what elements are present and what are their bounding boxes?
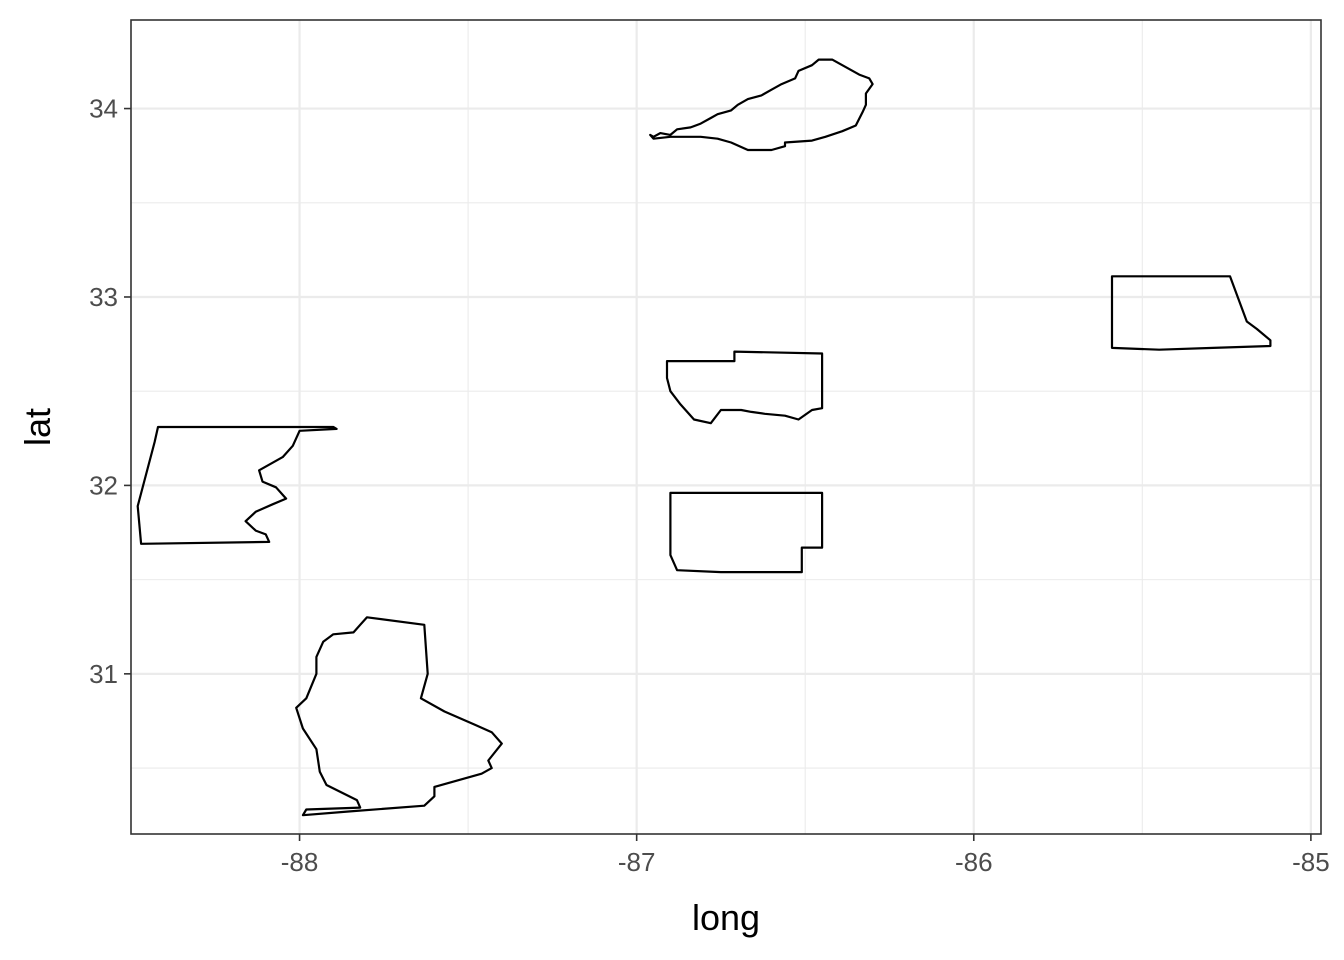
county-polygon-east-county [1110,275,1272,351]
minor-grid-lines [130,20,1321,834]
x-tick-label: -88 [281,847,319,877]
axis-ticks [124,107,1312,841]
y-tick-label: 34 [89,94,118,124]
major-grid-lines [131,20,1321,834]
y-tick-label: 31 [89,659,118,689]
x-tick-label: -86 [955,847,993,877]
county-outlines [136,58,1272,817]
x-axis-title: long [692,897,760,938]
county-polygon-central-county-south [669,491,824,574]
county-polygon-north-county [649,58,874,152]
x-tick-label: -87 [618,847,656,877]
x-tick-label: -85 [1292,847,1330,877]
panel-border [130,19,1322,835]
county-polygon-west-county [136,425,338,545]
y-axis-title: lat [17,408,58,446]
county-polygon-central-county-north [665,350,824,425]
y-tick-label: 32 [89,470,118,500]
county-polygon-southwest-county [295,616,503,817]
axis-tick-labels: -88 -87 -86 -85 31 32 33 34 [89,94,1330,877]
y-tick-label: 33 [89,282,118,312]
